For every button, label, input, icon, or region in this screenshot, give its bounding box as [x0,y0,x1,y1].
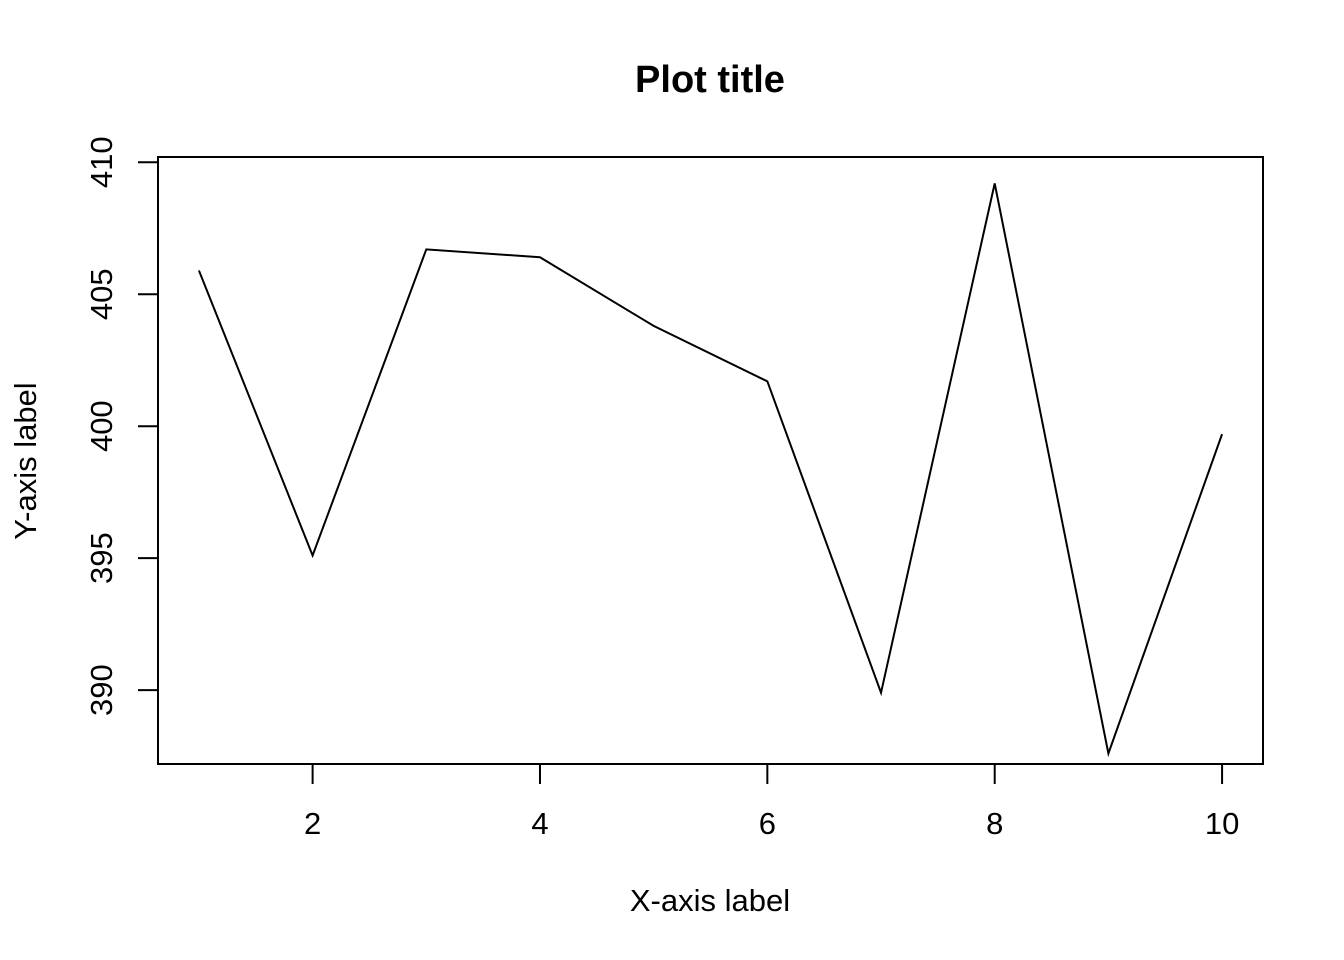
x-axis-label: X-axis label [630,883,790,918]
x-tick-label: 10 [1205,806,1239,841]
series-line-1 [197,183,1224,758]
x-tick-label: 4 [531,806,548,841]
y-tick-label: 410 [84,136,119,188]
x-tick-label: 8 [986,806,1003,841]
plot-frame [157,156,1264,765]
x-axis: 2 4 6 8 10 [304,764,1239,841]
y-tick-label: 400 [84,400,119,452]
chart-title: Plot title [635,59,785,101]
x-tick-label: 6 [759,806,776,841]
y-tick-label: 395 [84,532,119,584]
y-axis: 390 395 400 405 410 [84,136,158,716]
y-tick-label: 405 [84,268,119,320]
x-tick-label: 2 [304,806,321,841]
series-layer [197,183,1224,758]
y-tick-label: 390 [84,664,119,716]
y-axis-label: Y-axis label [8,382,43,539]
